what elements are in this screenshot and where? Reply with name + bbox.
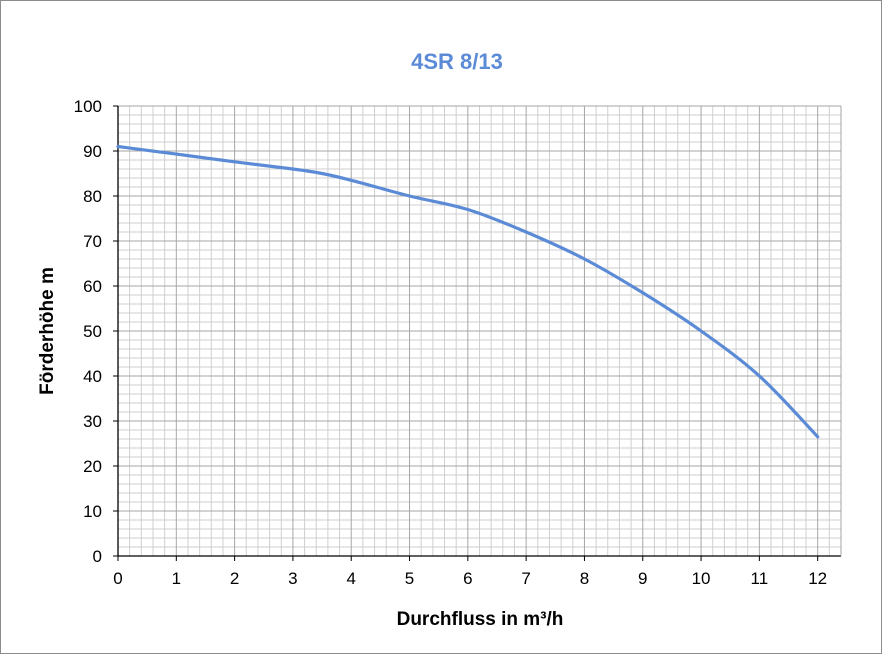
- x-tick-label: 9: [638, 569, 647, 588]
- y-tick-label: 80: [83, 187, 102, 206]
- y-tick-label: 0: [93, 547, 102, 566]
- axes: [113, 105, 842, 561]
- x-tick-label: 5: [405, 569, 414, 588]
- chart-title: 4SR 8/13: [411, 49, 503, 74]
- x-tick-labels: 0 1 2 3 4 5 6 7 8 9 10 11 12: [113, 569, 827, 588]
- y-tick-label: 50: [83, 322, 102, 341]
- x-tick-label: 12: [808, 569, 827, 588]
- x-tick-label: 0: [113, 569, 122, 588]
- y-axis-label: Förderhöhe m: [37, 267, 58, 395]
- y-tick-label: 30: [83, 412, 102, 431]
- x-axis-label: Durchfluss in m³/h: [397, 609, 564, 630]
- y-tick-label: 70: [83, 232, 102, 251]
- major-grid: [118, 105, 841, 556]
- series-line: [116, 144, 820, 439]
- x-tick-label: 7: [521, 569, 530, 588]
- y-tick-labels: 0 10 20 30 40 50 60 70 80 90 100: [74, 97, 102, 566]
- y-tick-label: 90: [83, 142, 102, 161]
- y-tick-label: 10: [83, 502, 102, 521]
- x-tick-label: 11: [751, 569, 769, 588]
- x-tick-label: 4: [346, 569, 355, 588]
- y-tick-label: 60: [83, 277, 102, 296]
- x-tick-label: 1: [172, 569, 181, 588]
- y-tick-label: 40: [83, 367, 102, 386]
- x-tick-label: 3: [288, 569, 297, 588]
- x-tick-label: 10: [692, 569, 711, 588]
- y-tick-label: 100: [74, 97, 102, 116]
- x-tick-label: 8: [580, 569, 589, 588]
- y-tick-label: 20: [83, 457, 102, 476]
- x-tick-label: 6: [463, 569, 472, 588]
- series-group: [116, 144, 820, 439]
- x-tick-label: 2: [230, 569, 239, 588]
